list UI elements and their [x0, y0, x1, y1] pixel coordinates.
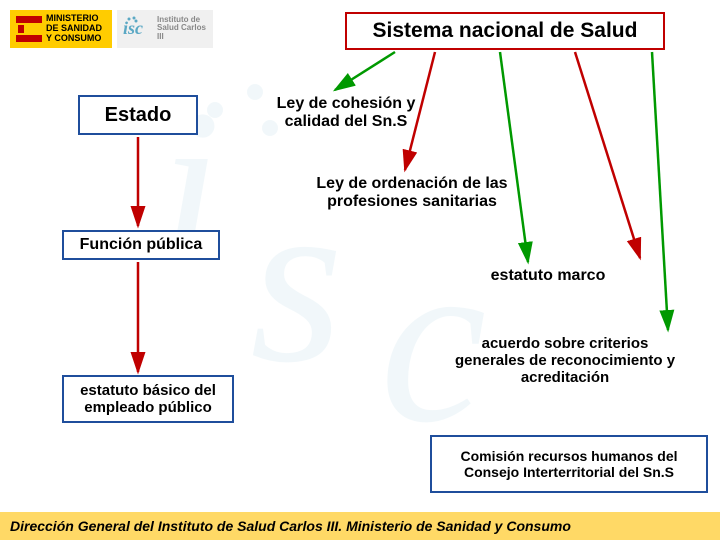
- box-comision: Comisión recursos humanos del Consejo In…: [430, 435, 708, 493]
- logo-ministerio: MINISTERIO DE SANIDAD Y CONSUMO: [10, 10, 112, 48]
- text-estatuto-marco: estatuto marco: [468, 267, 628, 285]
- header-logos: MINISTERIO DE SANIDAD Y CONSUMO isc Inst…: [10, 10, 213, 48]
- logo-instituto-text: Instituto de Salud Carlos III: [157, 16, 207, 42]
- box-estado-label: Estado: [105, 104, 172, 127]
- logo-instituto: isc Instituto de Salud Carlos III: [117, 10, 213, 48]
- text-ley-cohesion: Ley de cohesión y calidad del Sn.S: [256, 95, 436, 131]
- text-ley-ordenacion: Ley de ordenación de las profesiones san…: [312, 175, 512, 211]
- logo-ministerio-text: MINISTERIO DE SANIDAD Y CONSUMO: [46, 14, 106, 44]
- footer: Dirección General del Instituto de Salud…: [0, 512, 720, 540]
- footer-text: Dirección General del Instituto de Salud…: [10, 518, 571, 534]
- svg-text:isc: isc: [123, 18, 143, 38]
- title-text: Sistema nacional de Salud: [373, 19, 638, 43]
- box-estado: Estado: [78, 95, 198, 135]
- box-estatuto-empleado: estatuto básico del empleado público: [62, 375, 234, 423]
- box-estatuto-emp-label: estatuto básico del empleado público: [72, 382, 224, 416]
- box-funcion-label: Función pública: [80, 236, 203, 254]
- text-acuerdo: acuerdo sobre criterios generales de rec…: [450, 335, 680, 386]
- box-funcion-publica: Función pública: [62, 230, 220, 260]
- box-comision-label: Comisión recursos humanos del Consejo In…: [440, 448, 698, 480]
- title-box: Sistema nacional de Salud: [345, 12, 665, 50]
